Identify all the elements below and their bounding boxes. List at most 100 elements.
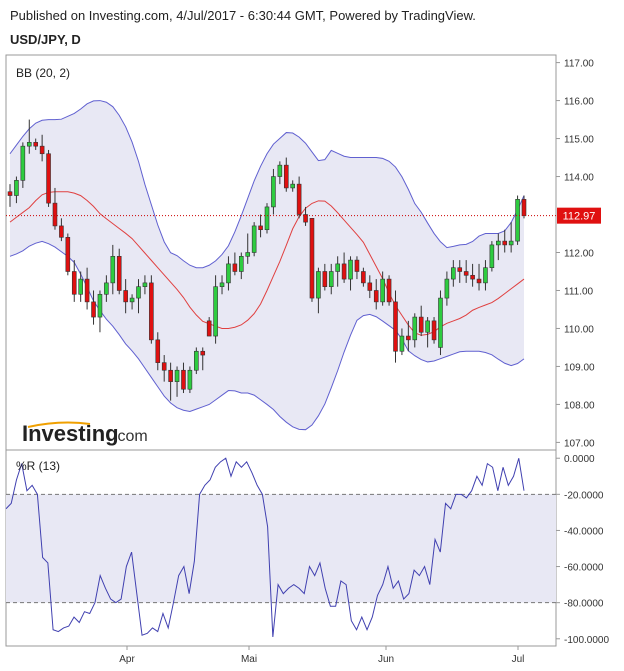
candle xyxy=(206,320,212,337)
wr-y-tick-label: -20.0000 xyxy=(564,490,604,501)
candle xyxy=(7,191,13,196)
candle xyxy=(283,164,289,189)
candle xyxy=(97,293,103,318)
candle xyxy=(33,142,38,147)
candle xyxy=(258,225,263,231)
y-tick-label: 114.00 xyxy=(564,173,594,184)
x-tick-label: Mai xyxy=(241,654,257,665)
candle xyxy=(406,335,411,341)
y-tick-label: 117.00 xyxy=(564,59,594,70)
candle xyxy=(116,255,122,291)
bb-band-fill xyxy=(10,100,524,430)
candle xyxy=(14,180,19,196)
candle xyxy=(59,225,64,238)
bb-upper-line xyxy=(9,100,525,269)
candle xyxy=(303,214,308,223)
candle xyxy=(483,267,488,284)
y-tick-label: 111.00 xyxy=(564,286,594,297)
candle xyxy=(328,271,334,287)
candle xyxy=(316,271,321,299)
candle xyxy=(20,145,26,181)
candle xyxy=(142,282,148,287)
wr-y-tick-label: -40.0000 xyxy=(564,526,604,537)
candle xyxy=(412,316,418,341)
candle xyxy=(187,369,193,390)
candle xyxy=(226,263,231,284)
candle xyxy=(46,153,51,204)
candle xyxy=(104,282,109,295)
candle xyxy=(290,183,295,189)
candle xyxy=(161,362,167,371)
candle xyxy=(71,271,77,295)
candle xyxy=(521,199,527,216)
candle xyxy=(39,145,45,155)
candle xyxy=(296,183,302,215)
candle xyxy=(26,142,32,147)
candle xyxy=(277,164,283,177)
candle xyxy=(174,369,180,382)
candle xyxy=(52,202,58,227)
candle xyxy=(348,259,353,280)
candle xyxy=(245,252,251,257)
candle xyxy=(380,278,385,303)
candle xyxy=(335,263,340,272)
candle xyxy=(110,255,116,284)
candle xyxy=(496,240,501,246)
wr-y-tick-label: -80.0000 xyxy=(564,599,604,610)
candle xyxy=(251,225,257,253)
candle xyxy=(129,297,135,303)
candle xyxy=(84,278,90,303)
y-tick-label: 116.00 xyxy=(564,97,594,108)
candle xyxy=(515,199,520,242)
candle xyxy=(168,369,173,382)
candle xyxy=(232,263,238,272)
wr-y-tick-label: -100.0000 xyxy=(564,635,609,646)
candle xyxy=(239,255,244,272)
candle xyxy=(431,320,437,341)
candle xyxy=(149,282,154,341)
x-tick-label: Apr xyxy=(119,654,135,665)
y-tick-label: 108.00 xyxy=(564,400,595,411)
symbol-title: USD/JPY, D xyxy=(10,32,81,47)
candle xyxy=(386,278,392,303)
candle xyxy=(489,244,495,268)
wr-y-tick-label: -60.0000 xyxy=(564,563,604,574)
candle xyxy=(123,290,128,303)
candle xyxy=(309,218,315,299)
candle xyxy=(354,259,360,272)
candle xyxy=(393,301,398,352)
y-tick-label: 107.00 xyxy=(564,438,595,449)
candle xyxy=(399,335,405,352)
y-tick-label: 112.00 xyxy=(564,249,594,260)
wr-zone-fill xyxy=(6,494,556,603)
candle xyxy=(213,286,218,337)
candle xyxy=(155,339,161,363)
candle xyxy=(271,176,276,208)
candle xyxy=(181,369,186,390)
candle xyxy=(264,206,270,231)
x-tick-label: Jun xyxy=(378,654,394,665)
candle xyxy=(463,271,469,276)
y-tick-label: 109.00 xyxy=(564,362,595,373)
wr-y-tick-label: 0.0000 xyxy=(564,454,595,465)
candle xyxy=(78,278,83,295)
candle xyxy=(373,290,379,303)
bb-indicator-label: BB (20, 2) xyxy=(16,66,70,80)
y-tick-label: 115.00 xyxy=(564,135,594,146)
candle xyxy=(322,271,328,287)
candle xyxy=(136,286,141,299)
candle xyxy=(91,301,96,318)
last-price-tag xyxy=(557,207,601,224)
candle xyxy=(438,297,443,348)
candle xyxy=(361,271,366,284)
candle xyxy=(476,278,482,284)
last-price-label: 112.97 xyxy=(563,211,596,223)
candle xyxy=(508,240,514,246)
candle xyxy=(65,237,71,272)
investing-logo-suffix: .com xyxy=(113,428,148,445)
candle xyxy=(341,263,347,280)
candle xyxy=(219,282,225,287)
candle xyxy=(502,240,508,246)
x-tick-label: Jul xyxy=(512,654,525,665)
